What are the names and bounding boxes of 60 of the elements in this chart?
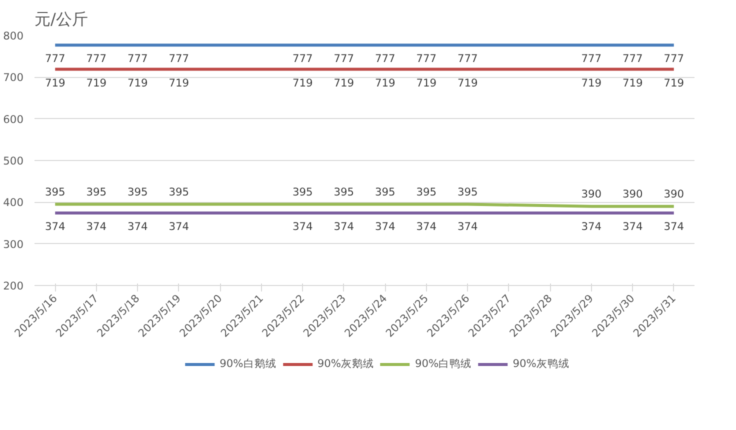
y-tick-label: 200 <box>3 280 24 292</box>
data-label: 777 <box>44 52 66 66</box>
data-label: 719 <box>44 76 66 90</box>
y-tick-label: 800 <box>3 30 24 42</box>
data-label: 719 <box>127 76 148 90</box>
data-label: 374 <box>664 220 684 233</box>
data-label: 395 <box>292 185 313 198</box>
data-label: 777 <box>168 52 190 66</box>
data-label: 777 <box>622 52 643 66</box>
data-label: 395 <box>168 185 190 198</box>
data-label: 374 <box>374 220 396 233</box>
data-label: 777 <box>334 52 354 66</box>
data-label: 395 <box>416 185 437 198</box>
data-label: 777 <box>416 52 437 66</box>
data-label: 777 <box>664 52 684 66</box>
y-tick-label: 600 <box>3 112 24 126</box>
data-label: 719 <box>581 76 602 90</box>
data-label: 395 <box>457 185 478 198</box>
data-label: 395 <box>374 185 396 198</box>
y-axis-title: 元/公斤 <box>34 10 88 28</box>
y-tick-label: 300 <box>3 238 24 251</box>
data-label: 374 <box>86 220 107 233</box>
data-label: 395 <box>44 185 66 198</box>
data-label: 719 <box>664 76 684 90</box>
legend-label: 90%白鹅绒 <box>220 357 276 371</box>
data-label: 374 <box>622 220 644 233</box>
data-label: 719 <box>457 76 478 90</box>
data-label: 719 <box>416 76 437 90</box>
data-label: 777 <box>374 52 396 66</box>
data-label: 719 <box>86 76 107 90</box>
data-label: 719 <box>168 76 190 90</box>
data-label: 395 <box>334 185 354 198</box>
data-label: 777 <box>86 52 107 66</box>
data-label: 390 <box>664 187 684 200</box>
data-label: 719 <box>622 76 644 90</box>
data-label: 719 <box>292 76 314 90</box>
data-label: 374 <box>44 220 66 233</box>
data-label: 395 <box>127 185 148 198</box>
data-label: 777 <box>292 52 313 66</box>
legend-label: 90%白鸭绒 <box>415 357 472 371</box>
data-label: 395 <box>86 185 107 198</box>
data-label: 374 <box>168 220 190 233</box>
data-label: 390 <box>622 187 644 200</box>
data-label: 374 <box>292 220 314 233</box>
data-label: 719 <box>374 76 396 90</box>
data-label: 777 <box>457 52 478 66</box>
y-tick-label: 700 <box>3 71 24 84</box>
data-label: 719 <box>334 76 354 90</box>
data-label: 777 <box>127 52 148 66</box>
data-label: 374 <box>334 220 354 233</box>
data-label: 374 <box>457 220 478 233</box>
data-label: 390 <box>581 187 602 200</box>
data-label: 374 <box>581 220 602 233</box>
y-tick-label: 400 <box>3 196 24 210</box>
legend-label: 90%灰鹅绒 <box>317 357 374 371</box>
data-label: 374 <box>416 220 437 233</box>
y-tick-label: 500 <box>3 154 24 168</box>
data-label: 777 <box>581 52 602 66</box>
data-label: 374 <box>127 220 148 233</box>
legend-label: 90%灰鸭绒 <box>512 357 570 371</box>
